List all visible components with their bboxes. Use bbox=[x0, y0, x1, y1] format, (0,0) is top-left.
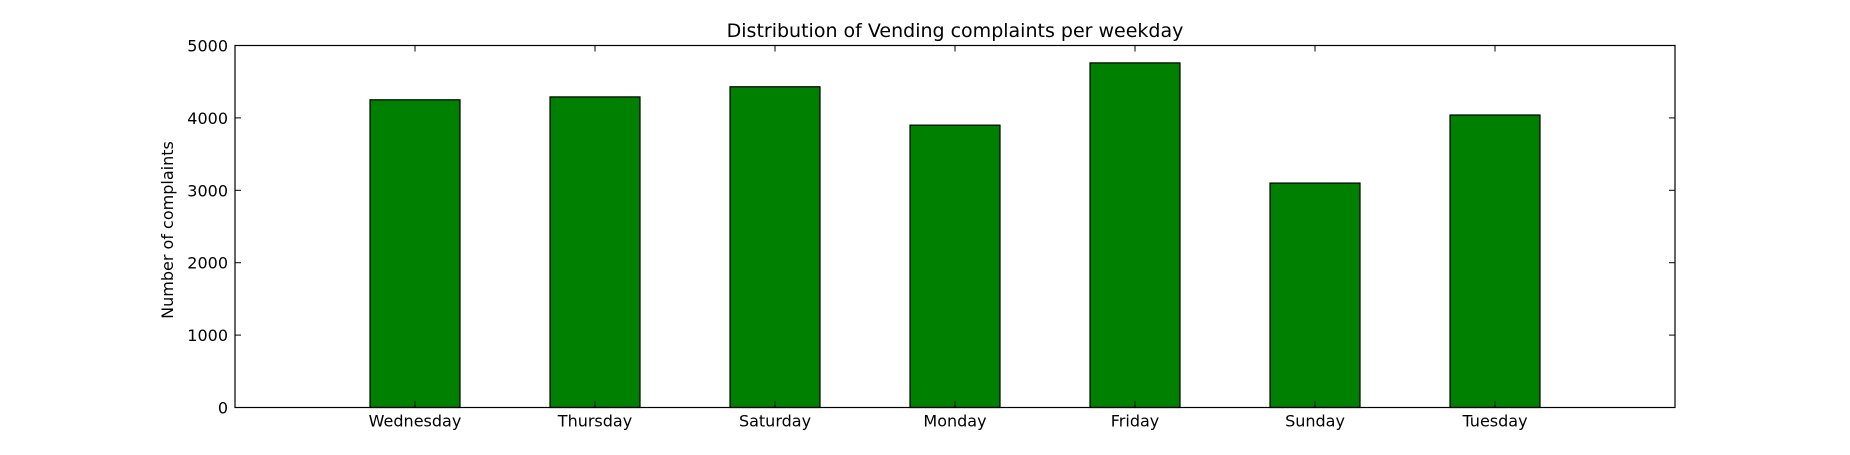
y-axis-label: Number of complaints bbox=[158, 141, 177, 319]
x-tick-label: Wednesday bbox=[369, 412, 462, 431]
x-tick-label: Monday bbox=[923, 412, 986, 431]
y-tick-label: 1000 bbox=[187, 326, 228, 345]
bar-wednesday bbox=[369, 99, 461, 409]
x-tick-label: Friday bbox=[1111, 412, 1160, 431]
chart-title: Distribution of Vending complaints per w… bbox=[727, 20, 1184, 42]
x-tick-label: Tuesday bbox=[1461, 412, 1527, 431]
bars-layer bbox=[369, 62, 1541, 409]
y-tick-label: 4000 bbox=[187, 109, 228, 128]
x-tick-label: Sunday bbox=[1285, 412, 1345, 431]
bar-monday bbox=[909, 124, 1001, 409]
bar-sunday bbox=[1269, 182, 1361, 409]
bar-friday bbox=[1089, 62, 1181, 409]
bar-thursday bbox=[549, 96, 641, 409]
x-tick-label: Thursday bbox=[557, 412, 632, 431]
plot-frame bbox=[234, 44, 1676, 409]
y-tick-label: 2000 bbox=[187, 254, 228, 273]
x-tick-label: Saturday bbox=[739, 412, 811, 431]
y-tick-label: 0 bbox=[218, 399, 228, 418]
bar-saturday bbox=[729, 86, 821, 409]
bar-tuesday bbox=[1449, 114, 1541, 409]
y-tick-label: 3000 bbox=[187, 181, 228, 200]
ticks-layer: Wednesday Thursday Saturday Monday Friday Sun… bbox=[187, 37, 1675, 431]
y-tick-label: 5000 bbox=[187, 37, 228, 56]
